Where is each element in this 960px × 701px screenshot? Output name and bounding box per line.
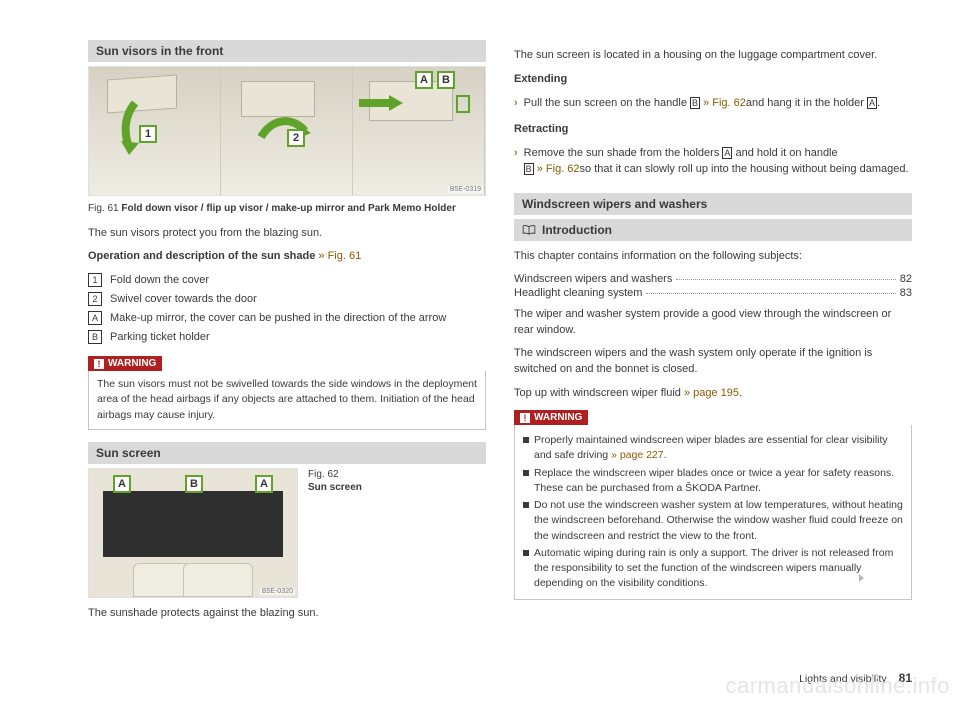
continued-icon xyxy=(859,574,864,582)
figure-62-caption: Fig. 62 Sun screen xyxy=(308,468,362,598)
list-item: BParking ticket holder xyxy=(88,330,486,346)
warning-icon: ! xyxy=(94,359,104,369)
toc: Windscreen wipers and washers82 Headligh… xyxy=(514,273,912,299)
body-text: The sun visors protect you from the blaz… xyxy=(88,226,486,242)
right-column: The sun screen is located in a housing o… xyxy=(514,40,912,630)
warning-text: The sun visors must not be swivelled tow… xyxy=(88,371,486,430)
callout-A: A xyxy=(255,475,273,493)
body-text: Top up with windscreen wiper fluid » pag… xyxy=(514,386,912,402)
body-text: The sun screen is located in a housing o… xyxy=(514,48,912,64)
image-code: B5E-0319 xyxy=(448,186,483,193)
callout-1: 1 xyxy=(139,125,157,143)
fig61-panel-2: 2 xyxy=(221,67,353,195)
list-item: 1Fold down the cover xyxy=(88,273,486,289)
body-text: The windscreen wipers and the wash syste… xyxy=(514,346,912,378)
extending-heading: Extending xyxy=(514,72,912,88)
section-heading-sun-screen: Sun screen xyxy=(88,442,486,464)
book-icon xyxy=(522,225,536,235)
list-item: 2Swivel cover towards the door xyxy=(88,292,486,308)
chevron-icon: › xyxy=(514,96,518,112)
section-heading-wipers: Windscreen wipers and washers xyxy=(514,193,912,215)
fig61-panel-1: 1 xyxy=(89,67,221,195)
section-heading-sun-visors: Sun visors in the front xyxy=(88,40,486,62)
fig61-panel-3: A B xyxy=(353,67,485,195)
action-item: › Remove the sun shade from the holders … xyxy=(514,146,912,178)
operation-list: 1Fold down the cover 2Swivel cover towar… xyxy=(88,273,486,346)
warning-label: !WARNING xyxy=(514,410,588,425)
body-text: This chapter contains information on the… xyxy=(514,249,912,265)
warning-icon: ! xyxy=(520,413,530,423)
subsection-heading-introduction: Introduction xyxy=(514,219,912,241)
operation-heading: Operation and description of the sun sha… xyxy=(88,249,486,265)
arrow-right-icon xyxy=(357,93,407,113)
chevron-icon: › xyxy=(514,146,518,178)
warning-block: !WARNING The sun visors must not be swiv… xyxy=(88,356,486,430)
callout-B: B xyxy=(185,475,203,493)
image-code: B5E-0320 xyxy=(260,588,295,595)
body-text: The wiper and washer system provide a go… xyxy=(514,307,912,339)
toc-item: Windscreen wipers and washers82 xyxy=(514,273,912,285)
callout-2: 2 xyxy=(287,129,305,147)
figure-61-caption: Fig. 61 Fold down visor / flip up visor … xyxy=(88,202,486,216)
warning-text: Properly maintained windscreen wiper bla… xyxy=(514,425,912,600)
fig61-number: Fig. 61 xyxy=(88,203,121,214)
callout-B: B xyxy=(437,71,455,89)
figure-62: A B A B5E-0320 xyxy=(88,468,298,598)
watermark: carmanualsonline.info xyxy=(725,673,950,699)
callout-A: A xyxy=(113,475,131,493)
action-item: › Pull the sun screen on the handle B » … xyxy=(514,96,912,112)
body-text: The sunshade protects against the blazin… xyxy=(88,606,486,622)
toc-item: Headlight cleaning system83 xyxy=(514,287,912,299)
list-item: AMake-up mirror, the cover can be pushed… xyxy=(88,311,486,327)
left-column: Sun visors in the front 1 2 xyxy=(88,40,486,630)
retracting-heading: Retracting xyxy=(514,122,912,138)
warning-label: !WARNING xyxy=(88,356,162,371)
callout-A: A xyxy=(415,71,433,89)
fig61-title: Fold down visor / flip up visor / make-u… xyxy=(121,203,456,214)
figure-61: 1 2 A B B5E-0319 xyxy=(88,66,486,196)
warning-block: !WARNING Properly maintained windscreen … xyxy=(514,410,912,600)
